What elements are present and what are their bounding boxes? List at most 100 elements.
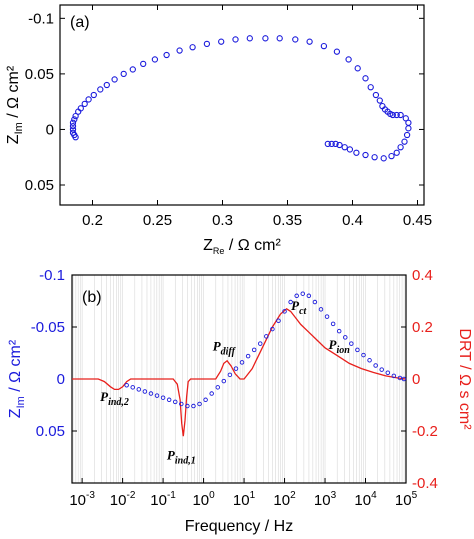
nyquist-point (140, 60, 147, 68)
nyquist-point (85, 96, 92, 103)
bode-right-y-axis-label: DRT / Ω s cm² (456, 328, 473, 430)
zim-point (160, 395, 166, 400)
zim-point (355, 347, 360, 353)
nyquist-plot-area (59, 4, 425, 206)
zim-point (148, 391, 154, 396)
bode-right-y-tick-label: 0.4 (412, 267, 433, 284)
zim-point (258, 341, 263, 346)
zim-point (361, 352, 366, 358)
zim-point (166, 397, 172, 403)
bode-right-y-tick-label: -0.4 (412, 475, 438, 492)
zim-point (300, 291, 306, 296)
nyquist-x-tick-label: 0.25 (143, 212, 172, 229)
nyquist-point (405, 125, 412, 132)
bode-x-tick-label: 101 (233, 490, 256, 509)
nyquist-point (163, 51, 170, 59)
bode-x-tick-label: 100 (192, 490, 215, 509)
nyquist-point (397, 111, 404, 119)
zim-point (264, 334, 269, 339)
bode-x-tick-label: 10-3 (69, 490, 95, 509)
nyquist-point (75, 108, 82, 115)
zim-point (391, 373, 397, 379)
bode-left-y-axis-label: ZIm / Ω cm² (7, 339, 27, 418)
bode-left-y-tick-label: 0 (57, 371, 65, 388)
nyquist-point (402, 115, 409, 122)
nyquist-point (292, 36, 299, 43)
nyquist-point (376, 97, 383, 104)
zim-point (288, 299, 293, 305)
peak-annotation: Pion (329, 337, 351, 356)
bode-left-y-tick-label: -0.1 (39, 267, 65, 284)
bode-x-tick-label: 10-1 (150, 490, 176, 509)
bode-left-y-ticks: -0.1 -0.05 0 0.05 (31, 267, 77, 440)
zim-point (312, 299, 318, 305)
nyquist-point (393, 149, 400, 156)
nyquist-point (333, 48, 341, 55)
nyquist-point (379, 102, 386, 110)
zim-point (324, 314, 330, 319)
bode-right-y-ticks: 0.4 0.2 0 -0.2 -0.4 (401, 267, 438, 492)
zim-point (306, 293, 312, 299)
zim-point (239, 360, 245, 365)
nyquist-series (69, 35, 412, 162)
nyquist-point (69, 119, 77, 126)
nyquist-point (203, 40, 211, 48)
nyquist-point (71, 116, 78, 123)
zim-point (130, 385, 135, 390)
nyquist-y-ticks: -0.1 0.05 0 0.05 (25, 10, 424, 194)
zim-point (330, 321, 336, 327)
nyquist-point (246, 35, 253, 42)
nyquist-point (372, 91, 380, 99)
bode-right-y-tick-label: 0 (412, 371, 420, 388)
nyquist-panel-label: (a) (70, 14, 90, 31)
bode-x-tick-label: 102 (273, 490, 296, 509)
peak-annotation: Pct (291, 298, 307, 317)
nyquist-point (401, 138, 408, 145)
zim-point (179, 401, 184, 407)
zim-point (136, 387, 142, 392)
zim-point (142, 389, 148, 394)
nyquist-point (354, 65, 361, 72)
zim-point (318, 307, 324, 312)
nyquist-point (97, 86, 104, 93)
zim-point (124, 382, 129, 388)
nyquist-x-ticks: 0.2 0.25 0.3 0.35 0.4 0.45 (82, 5, 432, 229)
nyquist-point (129, 66, 136, 73)
nyquist-point (103, 81, 110, 89)
nyquist-point (120, 70, 127, 78)
zim-point (203, 397, 208, 403)
zim-point (251, 347, 257, 353)
nyquist-point (111, 76, 118, 83)
nyquist-point (371, 154, 378, 161)
bode-vertical-grid (72, 275, 405, 483)
nyquist-point (388, 152, 395, 160)
bode-x-axis-label: Frequency / Hz (185, 518, 293, 535)
nyquist-point (403, 131, 411, 139)
zim-point (154, 393, 160, 398)
zim-point (401, 376, 407, 382)
zim-point (294, 293, 299, 299)
peak-annotation: Pdiff (213, 338, 237, 357)
peak-annotations: Pind,2 Pind,1 Pdiff Pct Pion (100, 298, 350, 467)
nyquist-point (276, 35, 283, 42)
nyquist-point (262, 35, 269, 42)
zim-point (373, 363, 378, 368)
nyquist-point (72, 134, 79, 141)
zim-point (185, 403, 190, 409)
nyquist-y-tick-label: 0.05 (25, 177, 54, 194)
peak-annotation: Pind,2 (100, 389, 129, 408)
bode-x-tick-label: 103 (314, 490, 337, 509)
bode-x-tick-label: 105 (395, 490, 418, 509)
zim-point (336, 328, 342, 334)
nyquist-point (69, 122, 77, 130)
zim-point (397, 375, 403, 381)
nyquist-point (90, 91, 97, 99)
nyquist-point (380, 155, 387, 162)
zim-point (349, 341, 354, 346)
bode-x-tick-label: 104 (354, 490, 377, 509)
nyquist-point (72, 112, 79, 120)
nyquist-point (328, 140, 335, 148)
zim-point (191, 403, 196, 409)
nyquist-point (336, 141, 343, 149)
zim-point (215, 385, 220, 390)
